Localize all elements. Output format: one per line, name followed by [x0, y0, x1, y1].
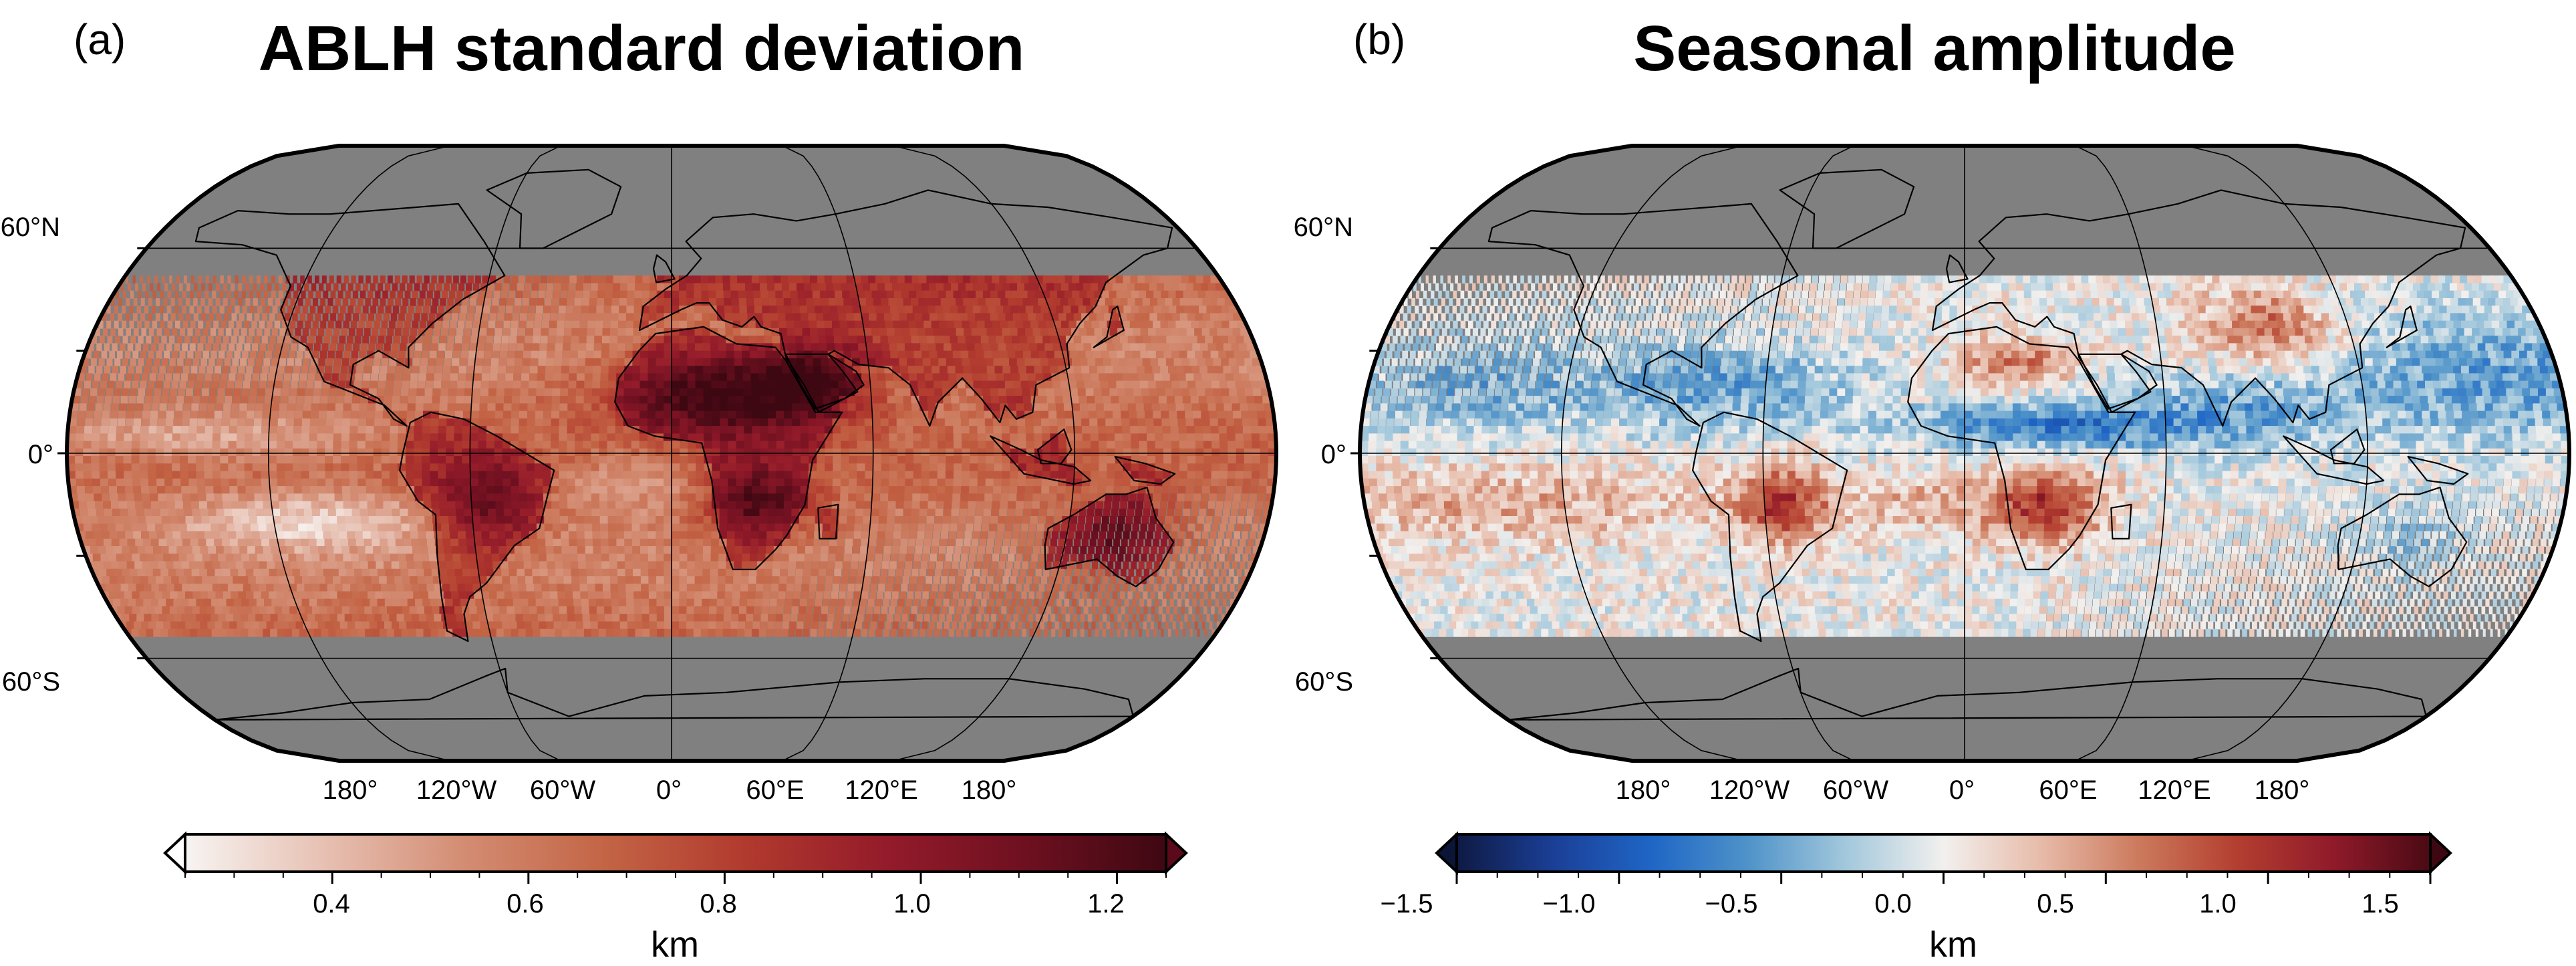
colorbar-unit: km	[1929, 925, 1977, 965]
map-frame	[64, 144, 1279, 763]
coastline-namerica	[194, 203, 506, 427]
coastline-arabia	[2078, 353, 2158, 410]
panel-a: (a) ABLH standard deviation 60°N 0° 60°S…	[0, 0, 1283, 966]
colorbar-tick-label: −0.5	[1705, 889, 1758, 919]
panel-b: (b) Seasonal amplitude 60°N 0° 60°S 180°…	[1293, 0, 2576, 966]
lat-label-eq: 0°	[27, 440, 53, 469]
map-std	[57, 144, 1279, 763]
lon-label: 180°	[961, 775, 1017, 805]
coastline-africa	[614, 326, 843, 570]
colorbar-tick-label: 1.2	[1087, 889, 1125, 919]
colorbar-gradient	[184, 833, 1167, 873]
coastline-africa	[1907, 326, 2136, 570]
coastline-greenland	[486, 168, 622, 249]
lat-label-60n: 60°N	[1293, 213, 1353, 242]
lat-label-eq: 0°	[1320, 440, 1346, 469]
lon-label: 0°	[1949, 775, 1975, 805]
panel-letter: (b)	[1353, 15, 1406, 64]
coastline-madagascar	[2110, 503, 2132, 539]
colorbar-tick-label: −1.0	[1542, 889, 1596, 919]
colorbar	[1435, 831, 2452, 884]
colorbar-gradient	[1455, 833, 2432, 873]
coastline-samerica	[399, 411, 555, 642]
coastline-borneo	[1036, 429, 1072, 465]
lon-label: 60°E	[746, 775, 805, 805]
lon-label: 120°E	[845, 775, 918, 805]
coastline-namerica	[1487, 203, 1799, 427]
lon-label: 180°	[1615, 775, 1671, 805]
colorbar-tick-label: 0.6	[507, 889, 544, 919]
coastline-madagascar	[817, 503, 839, 539]
graticule	[1360, 146, 2569, 761]
lon-label: 60°W	[1822, 775, 1889, 805]
lon-label: 120°W	[416, 775, 497, 805]
map-amplitude	[1350, 144, 2572, 763]
coastline-borneo	[2329, 429, 2366, 465]
lon-label: 120°W	[1709, 775, 1790, 805]
coastline-antarctica	[1507, 667, 2427, 721]
data-field	[1360, 275, 2569, 637]
colorbar-tick-label: 0.5	[2037, 889, 2074, 919]
coastline-eurasia	[1931, 189, 2466, 427]
lon-label: 120°E	[2138, 775, 2211, 805]
lon-label: 60°E	[2039, 775, 2098, 805]
coastline-eurasia	[638, 189, 1173, 427]
colorbar-tick-label: −1.5	[1380, 889, 1433, 919]
panel-title: ABLH standard deviation	[258, 13, 1025, 84]
lon-label: 0°	[656, 775, 682, 805]
panel-letter: (a)	[74, 15, 126, 64]
lat-label-60s: 60°S	[1, 667, 60, 697]
colorbar-extend-low	[1435, 831, 1458, 875]
coastlines	[194, 168, 1176, 721]
coastline-newguinea	[1114, 456, 1176, 485]
lat-label-60s: 60°S	[1294, 667, 1353, 697]
lon-label: 60°W	[529, 775, 596, 805]
lat-label-60n: 60°N	[0, 213, 60, 242]
colorbar-extend-high	[2429, 831, 2452, 875]
map-frame	[1357, 144, 2572, 763]
coastline-newguinea	[2407, 456, 2469, 485]
coastline-greenland	[1779, 168, 1915, 249]
colorbar-tick-label: 0.0	[1874, 889, 1912, 919]
lon-label: 180°	[322, 775, 378, 805]
coastlines	[1487, 168, 2469, 721]
coastline-australia	[1044, 487, 1175, 588]
colorbar-tick-label: 0.4	[313, 889, 350, 919]
data-field	[67, 275, 1276, 637]
coastline-antarctica	[214, 667, 1134, 721]
coastline-japan	[2386, 306, 2418, 348]
panel-title: Seasonal amplitude	[1633, 13, 2236, 84]
coastline-samerica	[1692, 411, 1848, 642]
colorbar-extend-high	[1165, 831, 1188, 875]
colorbar-tick-label: 1.0	[893, 889, 931, 919]
lon-label: 180°	[2254, 775, 2310, 805]
colorbar-tick-label: 1.5	[2362, 889, 2399, 919]
graticule	[67, 146, 1276, 761]
colorbar	[163, 831, 1188, 884]
coastline-australia	[2337, 487, 2468, 588]
coastline-japan	[1093, 306, 1125, 348]
colorbar-extend-low	[163, 831, 186, 875]
coastline-arabia	[784, 353, 865, 410]
colorbar-unit: km	[651, 925, 699, 965]
colorbar-tick-label: 0.8	[700, 889, 737, 919]
colorbar-tick-label: 1.0	[2199, 889, 2237, 919]
